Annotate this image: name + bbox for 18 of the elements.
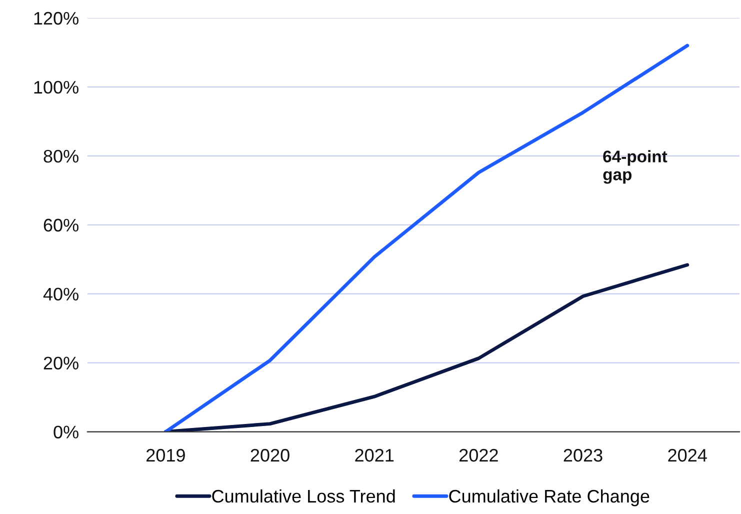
x-tick-label: 2021	[355, 448, 394, 462]
x-tick-label: 2022	[460, 448, 498, 462]
legend-label: Cumulative Loss Trend	[212, 489, 395, 503]
y-tick-label: 20%	[44, 356, 78, 370]
line-series	[164, 44, 690, 432]
line-series	[164, 263, 690, 432]
y-tick-label: 100%	[34, 80, 78, 94]
x-tick-label: 2019	[146, 448, 185, 462]
y-tick-label: 40%	[43, 288, 78, 301]
y-tick-label: 0%	[54, 426, 78, 438]
x-tick-label: 2020	[250, 448, 290, 462]
y-tick-label: 120%	[34, 12, 78, 25]
x-tick-label: 2024	[668, 448, 707, 462]
legend-label: Cumulative Rate Change	[449, 489, 650, 506]
annotation: 64-point gap	[603, 150, 668, 184]
y-tick-label: 60%	[44, 218, 78, 232]
x-tick-label: 2023	[564, 448, 602, 462]
y-tick-label: 80%	[44, 150, 78, 163]
